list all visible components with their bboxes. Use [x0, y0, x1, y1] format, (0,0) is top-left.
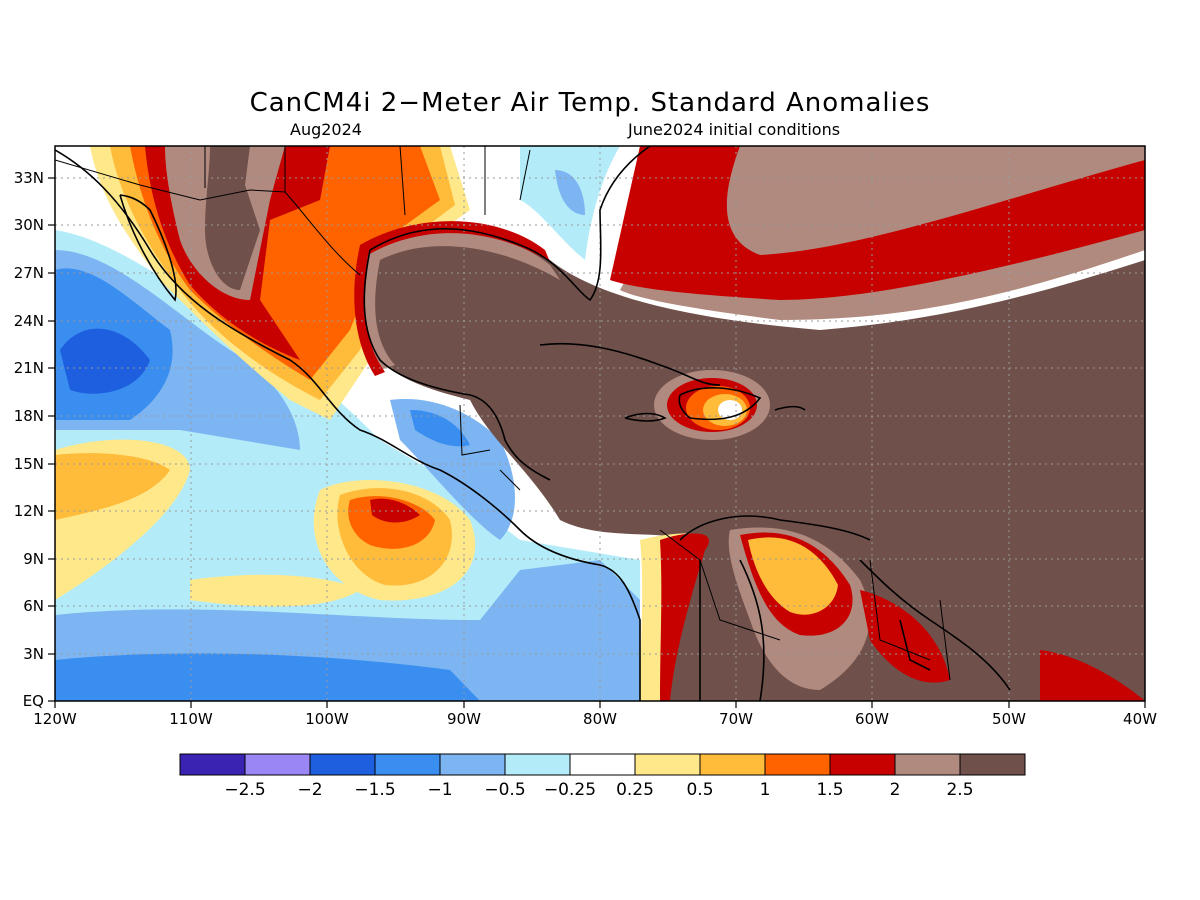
x-tick-label: 100W [305, 710, 349, 728]
colorbar-label: −0.25 [544, 780, 596, 800]
central-america-blue [390, 399, 515, 540]
y-tick-label: 27N [14, 264, 44, 282]
colorbar-swatch [959, 753, 1026, 776]
warm-tongue-south [190, 574, 360, 607]
coastlines [55, 146, 1011, 701]
y-axis-labels: EQ 3N 6N 9N 12N 15N 18N 21N 24N 27N 30N … [14, 169, 44, 710]
x-axis-labels: 120W 110W 100W 90W 80W 70W 60W 50W 40W [33, 710, 1157, 728]
y-tick-label: 3N [23, 645, 44, 663]
x-tick-label: 120W [33, 710, 77, 728]
x-tick-label: 80W [583, 710, 617, 728]
sierra-madre-dark-brown [205, 146, 260, 290]
colorbar-label: 0.5 [686, 780, 713, 800]
y-tick-label: 21N [14, 359, 44, 377]
colorbar-swatch [569, 753, 636, 776]
y-tick-label: 9N [23, 550, 44, 568]
colorbar: −2.5 −2 −1.5 −1 −0.5 −0.25 0.25 0.5 1 1.5 2 2.5 [179, 753, 1026, 800]
central-america-blue-core [410, 410, 470, 447]
colorbar-swatch [634, 753, 701, 776]
coast-dark-red [354, 221, 550, 376]
equatorial-strong-blue [55, 653, 480, 701]
y-tick-label: 24N [14, 312, 44, 330]
venezuela-orange [748, 537, 838, 615]
anomaly-field [55, 146, 1145, 701]
y-tick-label: 30N [14, 216, 44, 234]
colorbar-label: 1 [760, 780, 771, 800]
warm-patch-red-orange [348, 496, 435, 549]
colorbar-swatch [829, 753, 896, 776]
x-tick-label: 90W [447, 710, 481, 728]
colorbar-label: −2 [297, 780, 322, 800]
colombia-coast-red [660, 533, 709, 701]
colorbar-swatch [504, 753, 571, 776]
colorbar-swatch [894, 753, 961, 776]
y-tick-label: EQ [23, 692, 44, 710]
y-tick-label: 18N [14, 407, 44, 425]
south-atlantic-red [1040, 650, 1145, 701]
colorbar-swatch [309, 753, 376, 776]
map-gridlines [55, 146, 1145, 701]
baja-dark-blue [60, 328, 150, 394]
warm-patch-dark-red [370, 498, 420, 523]
colorbar-label: −1.5 [354, 780, 395, 800]
colorbar-label: −1 [427, 780, 452, 800]
colorbar-label: −2.5 [224, 780, 265, 800]
x-tick-label: 60W [855, 710, 889, 728]
political-borders [55, 146, 951, 681]
colorbar-label: 2.5 [946, 780, 973, 800]
x-tick-label: 50W [992, 710, 1026, 728]
colorbar-label: 2 [890, 780, 901, 800]
colorbar-swatch [439, 753, 506, 776]
colorbar-swatch [179, 753, 246, 776]
atlantic-dark-red [610, 146, 1145, 300]
colorbar-swatch [244, 753, 311, 776]
x-tick-label: 40W [1123, 710, 1157, 728]
colorbar-label: −0.5 [484, 780, 525, 800]
y-tick-label: 15N [14, 455, 44, 473]
colorbar-swatch [764, 753, 831, 776]
x-tick-label: 70W [719, 710, 753, 728]
y-tick-label: 33N [14, 169, 44, 187]
colorbar-swatch [374, 753, 441, 776]
y-tick-label: 6N [23, 597, 44, 615]
axis-ticks [48, 177, 1146, 708]
y-tick-label: 12N [14, 502, 44, 520]
colorbar-label: 0.25 [616, 780, 654, 800]
colorbar-label: 1.5 [816, 780, 843, 800]
x-tick-label: 110W [169, 710, 213, 728]
colorbar-swatch [699, 753, 766, 776]
east-pacific-warm-orange [55, 453, 170, 520]
initial-conditions: June2024 initial conditions [628, 120, 841, 139]
southeast-us-blue-core [555, 170, 585, 215]
forecast-month: Aug2024 [290, 120, 362, 139]
map-title: CanCM4i 2−Meter Air Temp. Standard Anoma… [249, 88, 931, 118]
